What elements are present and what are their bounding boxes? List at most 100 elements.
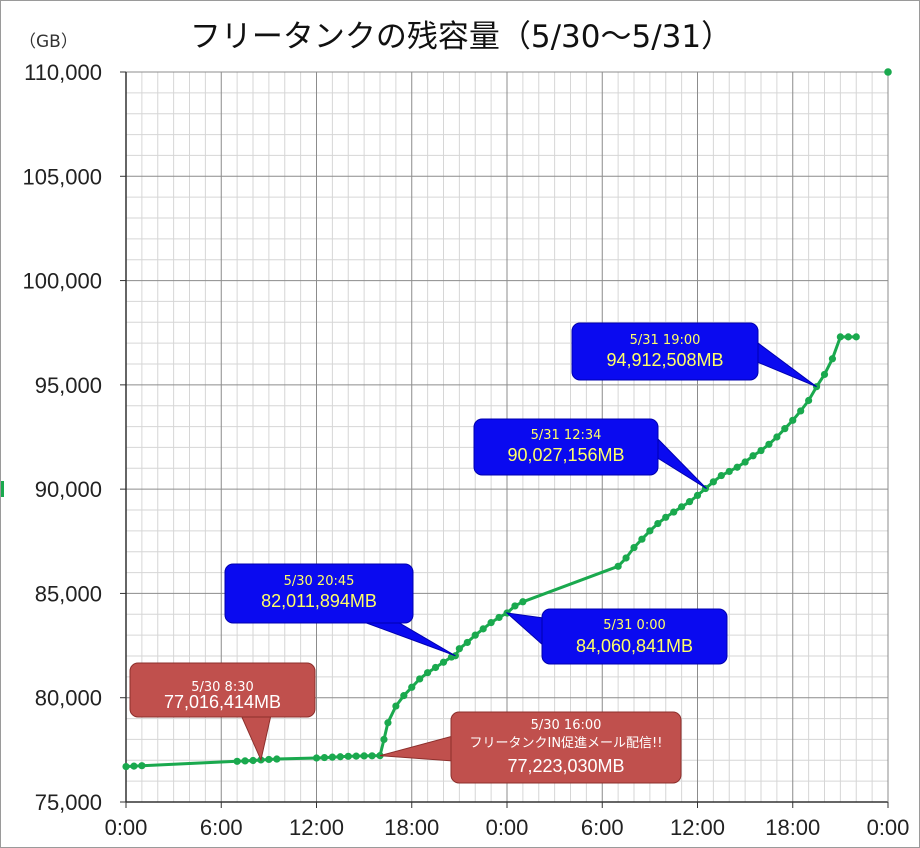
data-point — [408, 683, 416, 691]
callout-box — [224, 563, 414, 624]
callout-5: 5/31 19:00 94,912,508MB — [571, 322, 817, 388]
data-point — [416, 675, 424, 683]
data-point — [495, 613, 503, 622]
data-point — [273, 755, 281, 763]
x-tick-label: 0:00 — [486, 815, 529, 840]
x-tick-label: 12:00 — [289, 815, 344, 840]
callout-1: 5/30 16:00 フリータンクIN促進メール配信!! 77,223,030MB — [379, 711, 682, 784]
data-point — [678, 503, 686, 511]
callout-3: 5/31 0:00 84,060,841MB — [505, 608, 728, 665]
data-point — [241, 757, 249, 765]
x-axis-ticks: 0:00 6:00 12:00 18:00 0:00 6:00 12:00 18:00 0:00 — [105, 802, 910, 840]
callout-date: 5/30 20:45 — [284, 574, 355, 589]
callout-date: 5/30 16:00 — [531, 718, 602, 733]
data-point — [638, 535, 646, 543]
data-point — [749, 452, 757, 460]
data-point — [344, 752, 352, 760]
data-point — [630, 543, 638, 552]
data-point — [654, 519, 662, 528]
data-point — [424, 669, 432, 677]
series-remaining-capacity — [122, 68, 892, 771]
data-point — [130, 762, 138, 770]
data-point — [614, 562, 622, 570]
x-tick-label: 18:00 — [384, 815, 439, 840]
data-point — [765, 440, 773, 448]
data-point — [312, 754, 321, 762]
data-point — [439, 658, 448, 666]
y-tick-label: 80,000 — [35, 686, 102, 711]
y-tick-label: 85,000 — [35, 581, 102, 606]
chart-title: フリータンクの残容量（5/30〜5/31） — [190, 19, 732, 55]
x-tick-label: 6:00 — [200, 815, 243, 840]
y-tick-label: 75,000 — [35, 790, 102, 815]
data-point — [122, 762, 130, 771]
x-tick-label: 0:00 — [105, 815, 148, 840]
data-point — [662, 513, 670, 521]
data-point — [789, 416, 797, 424]
callout-value: 82,011,894MB — [261, 591, 377, 611]
data-point — [717, 471, 725, 480]
y-axis-ticks: 75,000 80,000 85,000 90,000 95,000 100,000 105… — [22, 60, 126, 815]
x-tick-label: 18:00 — [765, 815, 820, 840]
data-point — [828, 355, 837, 363]
data-point — [805, 396, 813, 405]
data-point — [709, 478, 717, 486]
data-point — [733, 463, 741, 471]
data-point — [685, 498, 694, 506]
data-point — [249, 756, 257, 765]
callout-date: 5/31 0:00 — [603, 618, 666, 633]
data-point — [380, 735, 388, 744]
callout-box — [571, 322, 759, 381]
y-tick-label: 95,000 — [35, 373, 102, 398]
data-point — [463, 638, 471, 647]
data-point — [487, 619, 495, 627]
data-point — [781, 425, 789, 433]
data-point — [400, 692, 408, 700]
data-point — [757, 446, 765, 455]
data-point — [138, 762, 146, 770]
callout-box — [129, 662, 316, 718]
callout-value: 90,027,156MB — [507, 445, 624, 465]
data-point — [852, 333, 860, 341]
callout-date: 5/30 8:30 — [191, 680, 254, 695]
data-point — [384, 719, 392, 727]
x-tick-label: 6:00 — [581, 815, 624, 840]
data-point — [797, 407, 805, 415]
x-tick-label: 0:00 — [867, 815, 910, 840]
data-point — [519, 598, 527, 606]
data-point — [773, 433, 781, 441]
data-point — [646, 527, 654, 535]
callout-value: 77,223,030MB — [507, 756, 624, 776]
y-tick-label: 110,000 — [24, 60, 102, 85]
data-point — [670, 508, 678, 516]
callout-value: 94,912,508MB — [606, 350, 723, 370]
y-tick-label: 90,000 — [35, 477, 102, 502]
x-tick-label: 12:00 — [670, 815, 725, 840]
y-tick-label: 100,000 — [22, 269, 102, 294]
callout-box — [541, 608, 728, 665]
data-point — [725, 467, 733, 476]
data-point — [265, 755, 273, 764]
data-point — [392, 702, 400, 710]
callout-pointer — [360, 620, 456, 657]
data-point — [479, 625, 487, 633]
data-point — [693, 491, 702, 499]
data-point — [336, 753, 344, 761]
data-point — [320, 753, 329, 762]
data-point — [820, 370, 829, 379]
data-point — [233, 757, 241, 765]
y-unit-label: （GB） — [19, 32, 78, 52]
callout-2: 5/30 20:45 82,011,894MB — [224, 563, 456, 657]
data-point — [455, 645, 463, 653]
callout-pointer — [240, 714, 272, 762]
callout-date: 5/31 12:34 — [531, 428, 602, 443]
data-point-outlier — [884, 68, 892, 76]
data-point — [328, 753, 336, 761]
data-point — [471, 631, 479, 639]
callout-value: 77,016,414MB — [164, 692, 281, 712]
callout-pointer — [505, 612, 545, 648]
data-point — [431, 663, 440, 672]
callout-box — [473, 418, 659, 476]
